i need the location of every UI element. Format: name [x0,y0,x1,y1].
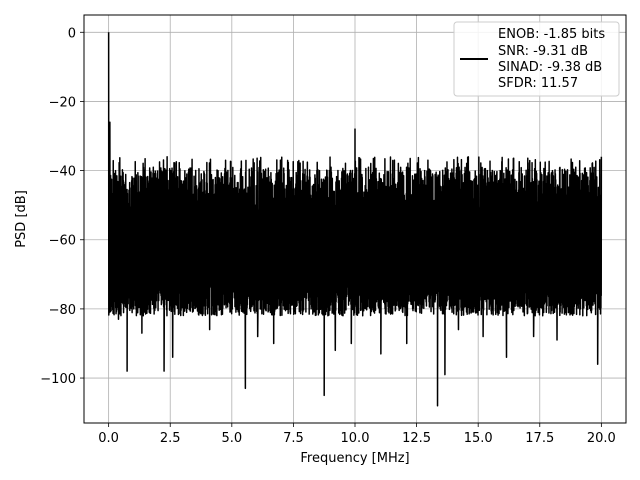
legend-line-sinad: SINAD: -9.38 dB [498,60,602,75]
x-tick-label: 0.0 [98,431,119,446]
psd-trace-line [107,32,603,407]
y-axis-label: PSD [dB] [14,190,29,248]
x-tick-label: 12.5 [402,431,431,446]
x-tick-label: 20.0 [587,431,616,446]
x-axis-ticks: 0.0 2.5 5.0 7.5 10.0 12.5 15.0 17.5 20.0 [98,423,616,446]
y-tick-label: −100 [40,372,76,387]
y-tick-label: −40 [49,165,76,180]
y-tick-label: −60 [49,234,76,249]
legend: ENOB: -1.85 bits SNR: -9.31 dB SINAD: -9… [453,21,620,97]
legend-box [453,21,620,97]
psd-series [107,32,603,407]
y-axis-ticks: 0 −20 −40 −60 −80 −100 [40,26,84,387]
legend-line-snr: SNR: -9.31 dB [498,44,588,59]
y-tick-label: 0 [68,26,76,41]
y-tick-label: −20 [49,95,76,110]
x-tick-label: 5.0 [221,431,242,446]
y-tick-label: −80 [49,303,76,318]
legend-line-sfdr: SFDR: 11.57 [498,76,578,91]
x-tick-label: 17.5 [525,431,554,446]
x-axis-label: Frequency [MHz] [300,451,409,466]
x-tick-label: 15.0 [464,431,493,446]
x-tick-label: 2.5 [160,431,181,446]
legend-line-enob: ENOB: -1.85 bits [498,27,605,42]
x-tick-label: 10.0 [341,431,370,446]
x-tick-label: 7.5 [283,431,304,446]
